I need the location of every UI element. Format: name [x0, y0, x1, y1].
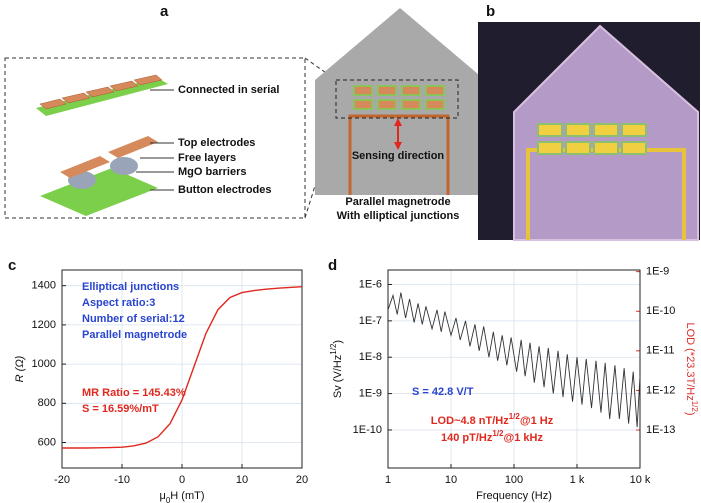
x-tick-label: 1 k — [570, 474, 585, 486]
junction-array — [353, 85, 445, 110]
x-axis-title-part: H (mT) — [170, 490, 204, 502]
y2-axis-title-part: ) — [684, 412, 696, 416]
annotation-part: S = 42.8 V/T — [412, 386, 474, 398]
y-axis-title-part: ) — [332, 340, 344, 344]
y-axis-title: R (Ω) — [14, 355, 26, 382]
y-tick-label: 1E-6 — [359, 278, 382, 290]
x-tick-label: 10 k — [630, 474, 651, 486]
y2-tick-label: 1E-9 — [646, 266, 669, 278]
annotation-part: @1 kHz — [504, 432, 544, 444]
diagram-label: MgO barriers — [178, 166, 246, 178]
data-line — [387, 292, 641, 428]
data-line — [62, 285, 303, 449]
annotation: MR Ratio = 145.43% — [82, 387, 186, 399]
y-axis-title-part: (Ω) — [14, 355, 26, 374]
y-tick-label: 1E-7 — [359, 315, 382, 327]
annotation-part: MR Ratio = 145.43% — [82, 387, 186, 399]
junction-array — [537, 123, 647, 155]
lead — [348, 114, 450, 195]
annotation-sup: 1/2 — [509, 412, 521, 421]
device-sketch: Connected in serial Top electrodes Free … — [4, 8, 485, 222]
chain-base — [36, 78, 168, 116]
caption: Parallel magnetrode — [345, 196, 450, 208]
top-electrode — [60, 156, 110, 178]
y-tick-label: 1400 — [32, 280, 56, 292]
panel-label: d — [328, 257, 337, 274]
x-tick-label: 1 — [385, 474, 391, 486]
top-electrode — [108, 136, 158, 158]
y-tick-label: 1000 — [32, 358, 56, 370]
annotation: Elliptical junctions — [82, 281, 179, 293]
annotation-part: @1 Hz — [520, 415, 554, 427]
annotation-part: S = 16.59%/mT — [82, 403, 159, 415]
panel-label: b — [486, 3, 495, 20]
annotation-part: 140 pT/Hz — [441, 432, 493, 444]
x-axis-title-sub: 0 — [166, 496, 171, 503]
y2-tick-label: 1E-11 — [646, 345, 675, 357]
panel-label: a — [160, 3, 169, 20]
y2-tick-label: 1E-12 — [646, 384, 675, 396]
micrograph — [478, 22, 700, 241]
panel-label: c — [8, 257, 16, 274]
bottom-electrode — [40, 168, 158, 216]
annotation: Aspect ratio:3 — [82, 297, 155, 309]
annotation-part: Number of serial:12 — [82, 313, 185, 325]
annotation-part: Aspect ratio:3 — [82, 297, 155, 309]
diagram-label: Button electrodes — [178, 184, 272, 196]
x-tick-label: -20 — [54, 474, 70, 486]
caption: With elliptical junctions — [337, 210, 460, 222]
annotation-sup: 1/2 — [492, 429, 504, 438]
y-tick-label: 1E-10 — [353, 424, 382, 436]
sensing-label: Sensing direction — [352, 150, 445, 162]
plot-frame — [61, 269, 303, 469]
y-tick-label: 600 — [38, 436, 56, 448]
diagram-label: Free layers — [178, 152, 236, 164]
y2-axis-title-sup: 1/2 — [690, 401, 699, 413]
x-tick-label: 20 — [296, 474, 308, 486]
annotation-part: Parallel magnetrode — [82, 329, 187, 341]
arrow-head — [394, 118, 402, 126]
annotation: LOD~4.8 nT/Hz1/2@1 Hz — [431, 412, 554, 427]
zoom-box — [335, 79, 459, 119]
annotation: S = 16.59%/mT — [82, 403, 159, 415]
x-axis-title-part: Frequency (Hz) — [476, 490, 552, 502]
annotation: S = 42.8 V/T — [412, 386, 474, 398]
annotation-part: LOD~4.8 nT/Hz — [431, 415, 509, 427]
y2-axis-title-part: LOD (*23.3T/Hz — [684, 322, 696, 400]
y-axis-title-sup: 1/2 — [329, 343, 338, 355]
y-tick-label: 1200 — [32, 319, 56, 331]
y2-tick-label: 1E-13 — [646, 424, 675, 436]
y-tick-label: 800 — [38, 397, 56, 409]
y2-axis-title: LOD (*23.3T/Hz1/2) — [684, 322, 699, 415]
annotation: 140 pT/Hz1/2@1 kHz — [441, 429, 543, 444]
chain-pads — [39, 74, 163, 110]
annotation-part: Elliptical junctions — [82, 281, 179, 293]
x-tick-label: -10 — [114, 474, 130, 486]
junction — [110, 157, 138, 175]
x-tick-label: 100 — [505, 474, 523, 486]
x-tick-label: 10 — [445, 474, 457, 486]
diagram-label: Connected in serial — [178, 84, 279, 96]
y2-tick-label: 1E-10 — [646, 305, 675, 317]
x-tick-label: 0 — [179, 474, 185, 486]
diagram-label: Top electrodes — [178, 137, 255, 149]
arrow-head — [394, 142, 402, 150]
zoom-box — [4, 57, 306, 219]
annotation: Parallel magnetrode — [82, 329, 187, 341]
plot-frame — [387, 269, 641, 469]
x-axis-title: Frequency (Hz) — [476, 490, 552, 502]
annotation: Number of serial:12 — [82, 313, 185, 325]
magnetrode — [315, 8, 485, 195]
x-tick-label: 10 — [236, 474, 248, 486]
y-tick-label: 1E-8 — [359, 351, 382, 363]
x-axis-title: μ0H (mT) — [159, 490, 204, 503]
y-axis-title-part: Sv (V/Hz — [332, 355, 344, 398]
x-axis-title-part: μ — [159, 490, 165, 502]
y-axis-title-part: R — [14, 374, 26, 382]
y-tick-label: 1E-9 — [359, 387, 382, 399]
y-axis-title: Sv (V/Hz1/2) — [329, 340, 344, 398]
